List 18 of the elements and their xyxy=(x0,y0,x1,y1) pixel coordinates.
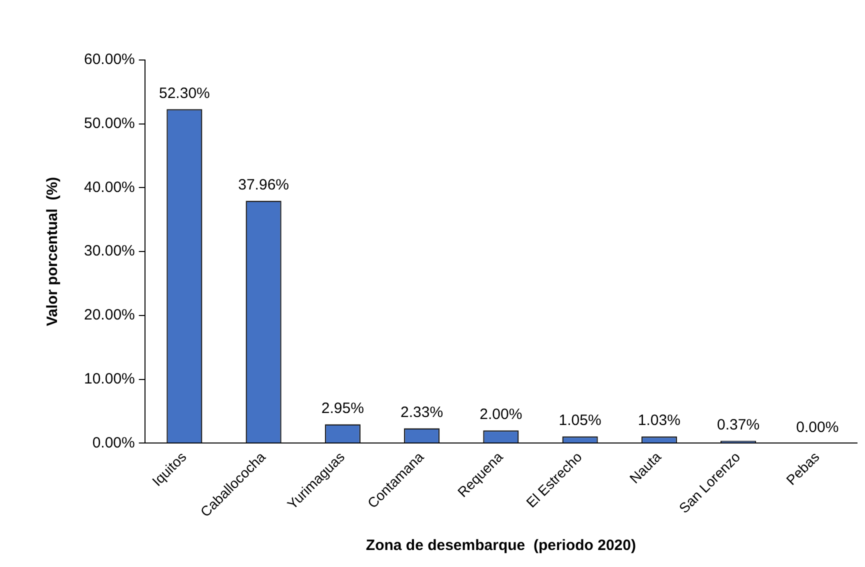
data-label: 2.33% xyxy=(400,404,444,421)
data-label: 0.00% xyxy=(796,418,839,436)
y-tick-label: 40.00% xyxy=(84,178,135,196)
x-axis-title: Zona de desembarque (periodo 2020) xyxy=(366,537,636,554)
data-label: 1.03% xyxy=(638,412,680,430)
data-label: 37.96% xyxy=(238,176,289,194)
data-label: 2.00% xyxy=(480,406,522,424)
y-tick-label: 0.00% xyxy=(92,434,135,452)
data-label: 2.95% xyxy=(321,400,364,417)
y-tick-label: 20.00% xyxy=(84,306,135,324)
y-axis-title: Valor porcentual (%) xyxy=(44,176,62,326)
data-label: 0.37% xyxy=(717,416,760,434)
y-tick-label: 30.00% xyxy=(84,242,135,260)
y-tick-label: 50.00% xyxy=(84,114,135,132)
y-tick-label: 60.00% xyxy=(84,51,135,68)
data-label: 1.05% xyxy=(558,412,602,430)
data-label: 52.30% xyxy=(159,84,210,102)
y-tick-label: 10.00% xyxy=(84,370,135,388)
